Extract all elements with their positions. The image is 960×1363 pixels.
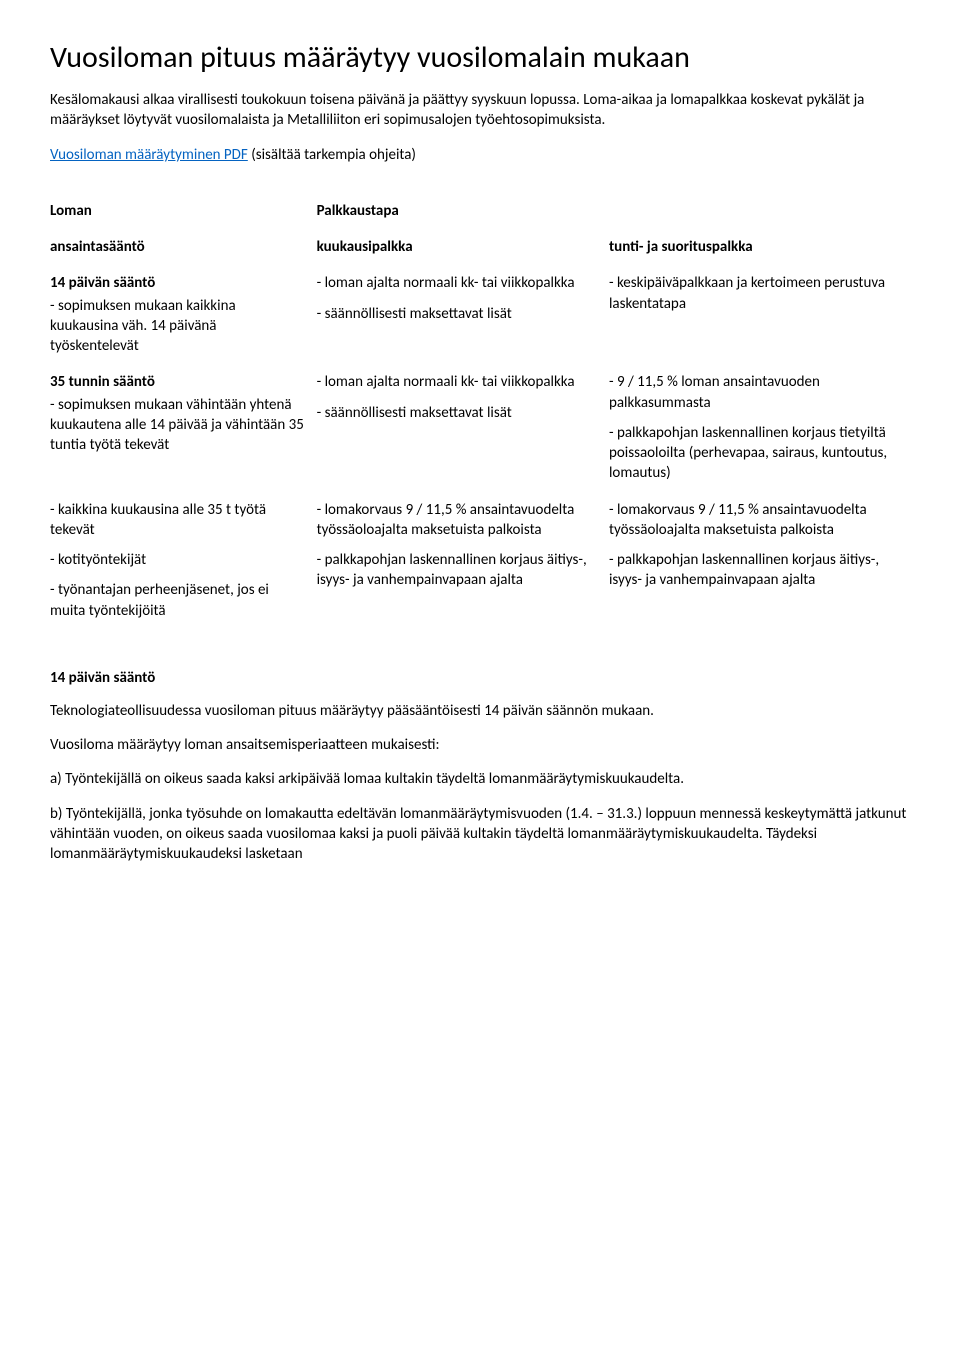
cell-text: - loman ajalta normaali kk- tai viikkopa… bbox=[317, 273, 599, 293]
cell-text: - säännöllisesti maksettavat lisät bbox=[317, 403, 599, 423]
cell-text: - työnantajan perheenjäsenet, jos ei mui… bbox=[50, 580, 307, 621]
page-title: Vuosiloman pituus määräytyy vuosilomalai… bbox=[50, 40, 910, 76]
table-row: 35 tunnin sääntö - sopimuksen mukaan väh… bbox=[50, 364, 910, 491]
rule-title-35: 35 tunnin sääntö bbox=[50, 372, 307, 392]
section-14-p4: b) Työntekijällä, jonka työsuhde on loma… bbox=[50, 804, 910, 865]
cell-text: - kotityöntekijät bbox=[50, 550, 307, 570]
th-palkkaustapa: Palkkaustapa bbox=[317, 202, 399, 220]
cell-text: - palkkapohjan laskennallinen korjaus äi… bbox=[609, 550, 900, 591]
pdf-suffix: (sisältää tarkempia ohjeita) bbox=[248, 146, 416, 164]
cell-text: - palkkapohjan laskennallinen korjaus äi… bbox=[317, 550, 599, 591]
rule-title-14: 14 päivän sääntö bbox=[50, 273, 307, 293]
th-tunti: tunti- ja suorituspalkka bbox=[609, 238, 753, 256]
rule-desc: - sopimuksen mukaan vähintään yhtenä kuu… bbox=[50, 395, 307, 456]
section-14-p2: Vuosiloma määräytyy loman ansaitsemisper… bbox=[50, 735, 910, 755]
cell-text: - palkkapohjan laskennallinen korjaus ti… bbox=[609, 423, 900, 484]
section-14-p1: Teknologiateollisuudessa vuosiloman pitu… bbox=[50, 701, 910, 721]
cell-text: - säännöllisesti maksettavat lisät bbox=[317, 304, 599, 324]
cell-text: - kaikkina kuukausina alle 35 t työtä te… bbox=[50, 500, 307, 541]
th-kuukausipalkka: kuukausipalkka bbox=[317, 238, 413, 256]
cell-text: - 9 / 11,5 % loman ansaintavuoden palkka… bbox=[609, 372, 900, 413]
cell-text: - loman ajalta normaali kk- tai viikkopa… bbox=[317, 372, 599, 392]
th-ansainta: ansaintasääntö bbox=[50, 238, 145, 256]
table-row: 14 päivän sääntö - sopimuksen mukaan kai… bbox=[50, 265, 910, 364]
intro-paragraph: Kesälomakausi alkaa virallisesti toukoku… bbox=[50, 90, 910, 131]
rules-table: Loman Palkkaustapa ansaintasääntö kuukau… bbox=[50, 193, 910, 629]
section-14-title: 14 päivän sääntö bbox=[50, 669, 910, 687]
cell-text: - lomakorvaus 9 / 11,5 % ansaintavuodelt… bbox=[317, 500, 599, 541]
section-14-p3: a) Työntekijällä on oikeus saada kaksi a… bbox=[50, 769, 910, 789]
cell-text: - keskipäiväpalkkaan ja kertoimeen perus… bbox=[609, 273, 900, 314]
table-row: - kaikkina kuukausina alle 35 t työtä te… bbox=[50, 492, 910, 629]
pdf-link-row: Vuosiloman määräytyminen PDF (sisältää t… bbox=[50, 145, 910, 165]
pdf-link[interactable]: Vuosiloman määräytyminen PDF bbox=[50, 146, 248, 164]
rule-desc: - sopimuksen mukaan kaikkina kuukausina … bbox=[50, 296, 307, 357]
th-loman: Loman bbox=[50, 202, 92, 220]
cell-text: - lomakorvaus 9 / 11,5 % ansaintavuodelt… bbox=[609, 500, 900, 541]
